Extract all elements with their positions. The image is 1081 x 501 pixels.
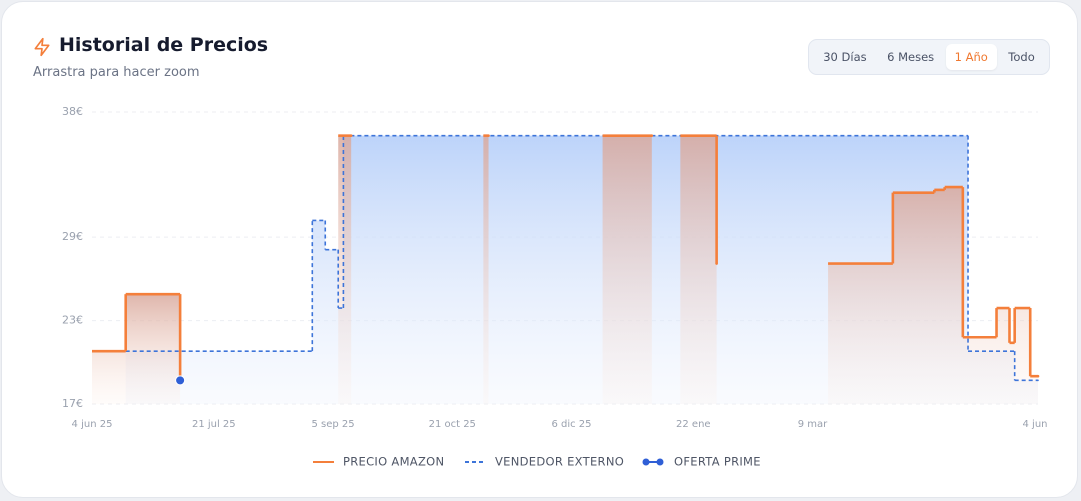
step-end <box>1036 374 1040 378</box>
chart-subtitle: Arrastra para hacer zoom <box>33 65 200 80</box>
range-button[interactable]: 30 Días <box>823 50 867 64</box>
areas <box>92 135 1038 404</box>
legend-item: VENDEDOR EXTERNO <box>465 455 624 469</box>
range-button[interactable]: Todo <box>1008 50 1035 64</box>
y-tick-label: 38€ <box>62 105 83 118</box>
area <box>125 135 1038 404</box>
legend-item: PRECIO AMAZON <box>313 455 444 469</box>
title-icon <box>34 37 50 57</box>
x-tick-label: 21 jul 25 <box>192 419 236 430</box>
legend-label: OFERTA PRIME <box>674 455 761 469</box>
step-end <box>650 134 654 137</box>
y-tick-label: 23€ <box>62 314 83 327</box>
legend-label: VENDEDOR EXTERNO <box>495 455 624 469</box>
area <box>483 135 489 404</box>
step-end <box>349 134 353 137</box>
prime-point <box>175 375 186 386</box>
range-selector: 30 Días 6 Meses 1 Año Todo <box>808 39 1050 75</box>
y-tick-label: 29€ <box>62 230 83 243</box>
legend-item: OFERTA PRIME <box>642 455 761 469</box>
legend-swatch <box>642 458 650 466</box>
x-tick-label: 5 sep 25 <box>311 419 354 430</box>
chart-title: Historial de Precios <box>59 34 269 56</box>
y-tick-label: 17€ <box>62 397 83 410</box>
markers <box>175 375 186 386</box>
range-button[interactable]: 1 Año <box>945 44 997 70</box>
area <box>602 135 652 404</box>
x-tick-label: 4 jun <box>1023 419 1048 430</box>
lines <box>92 134 1040 382</box>
x-tick-label: 4 jun 25 <box>72 419 113 430</box>
x-tick-label: 21 oct 25 <box>429 419 476 430</box>
step-end <box>1037 379 1039 382</box>
x-tick-label: 22 ene <box>676 419 711 430</box>
area <box>338 135 352 404</box>
x-tick-label: 6 dic 25 <box>551 419 591 430</box>
range-button[interactable]: 6 Meses <box>887 50 935 64</box>
x-tick-label: 9 mar <box>798 419 828 430</box>
area <box>680 135 717 404</box>
step-end <box>715 262 718 265</box>
legend-swatch <box>656 458 664 466</box>
area <box>92 294 181 404</box>
step-end <box>487 134 490 137</box>
legend-label: PRECIO AMAZON <box>343 455 444 469</box>
area <box>828 187 1038 404</box>
